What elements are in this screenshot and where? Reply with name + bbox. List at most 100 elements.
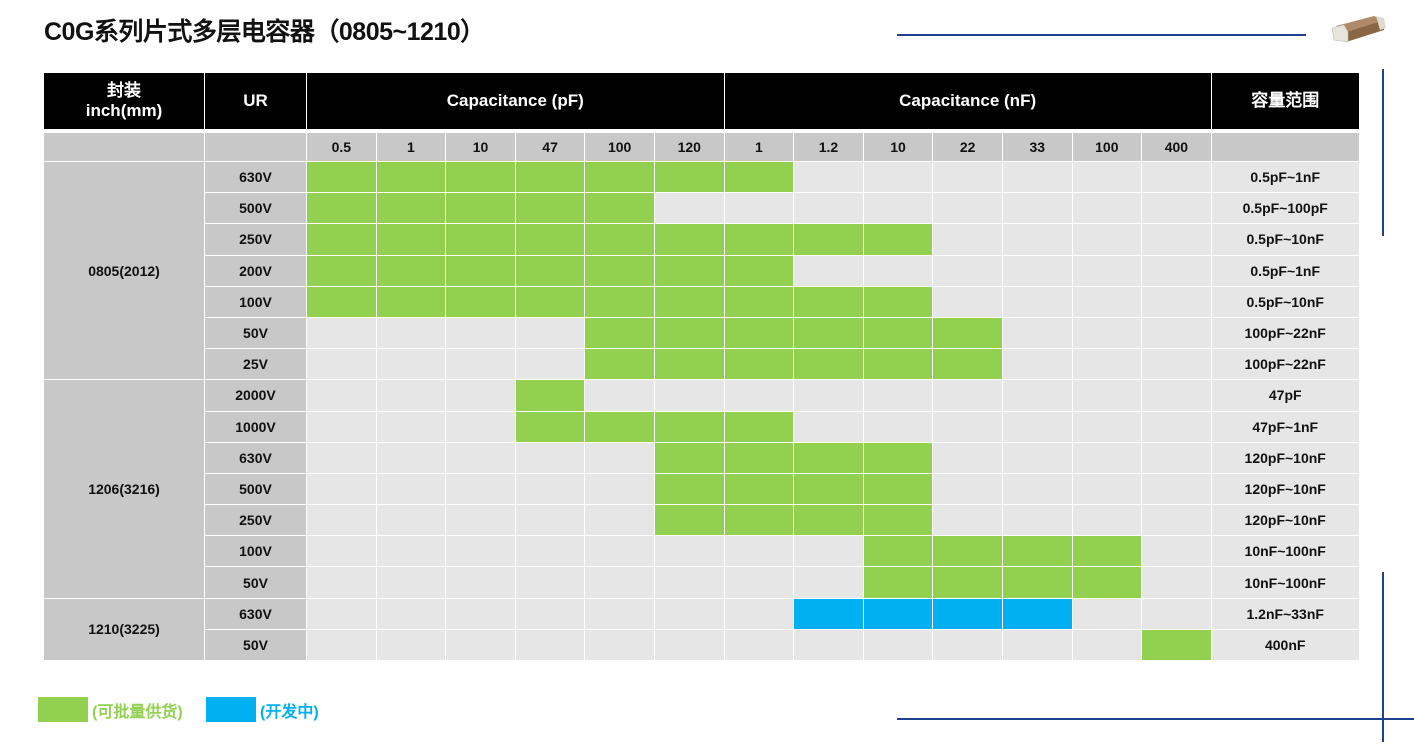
legend-developing: (开发中) bbox=[206, 697, 319, 722]
legend-swatch-green bbox=[38, 697, 88, 722]
availability-cell-empty bbox=[1072, 598, 1143, 630]
availability-cell-empty bbox=[1142, 349, 1212, 381]
header-gap bbox=[654, 129, 725, 133]
package-label: 1210(3225) bbox=[44, 598, 205, 661]
availability-cell-available bbox=[654, 473, 725, 506]
availability-cell-available bbox=[376, 162, 447, 194]
column-value-header: 22 bbox=[933, 133, 1003, 162]
availability-cell-available bbox=[585, 162, 655, 194]
range-label: 0.5pF~1nF bbox=[1211, 162, 1360, 194]
range-label: 47pF bbox=[1211, 380, 1360, 412]
availability-cell-empty bbox=[1142, 224, 1212, 256]
availability-cell-available bbox=[654, 505, 725, 537]
availability-cell-empty bbox=[933, 286, 1003, 318]
availability-cell-available bbox=[376, 286, 447, 318]
availability-cell-empty bbox=[515, 473, 586, 506]
availability-cell-available bbox=[446, 224, 516, 256]
availability-cell-available bbox=[654, 411, 725, 443]
header-capacitance-nf: Capacitance (nF) bbox=[724, 73, 1212, 129]
availability-cell-empty bbox=[307, 536, 377, 568]
bottom-divider-line bbox=[897, 718, 1414, 720]
header-gap bbox=[1002, 129, 1073, 133]
header-gap bbox=[376, 129, 447, 133]
availability-cell-available bbox=[307, 224, 377, 256]
availability-cell-empty bbox=[863, 193, 934, 225]
header-range: 容量范围 bbox=[1211, 73, 1360, 129]
availability-cell-available bbox=[307, 162, 377, 194]
availability-cell-empty bbox=[654, 629, 725, 661]
voltage-label: 50V bbox=[205, 317, 307, 350]
header-ur: UR bbox=[205, 73, 307, 129]
availability-cell-empty bbox=[1142, 536, 1212, 568]
range-label: 10nF~100nF bbox=[1211, 536, 1360, 568]
availability-cell-empty bbox=[585, 473, 655, 506]
availability-cell-developing bbox=[1002, 598, 1073, 630]
availability-cell-available bbox=[863, 224, 934, 256]
availability-cell-empty bbox=[724, 567, 795, 599]
availability-cell-empty bbox=[1072, 505, 1143, 537]
availability-cell-available bbox=[515, 162, 586, 194]
availability-cell-available bbox=[863, 317, 934, 350]
availability-cell-available bbox=[794, 442, 864, 474]
availability-cell-available bbox=[307, 286, 377, 318]
voltage-label: 2000V bbox=[205, 380, 307, 412]
availability-cell-empty bbox=[307, 380, 377, 412]
availability-cell-empty bbox=[1142, 505, 1212, 537]
availability-cell-developing bbox=[794, 598, 864, 630]
availability-cell-available bbox=[585, 411, 655, 443]
availability-cell-available bbox=[933, 349, 1003, 381]
availability-cell-empty bbox=[446, 536, 516, 568]
availability-cell-empty bbox=[1142, 411, 1212, 443]
availability-cell-empty bbox=[1142, 473, 1212, 506]
availability-cell-empty bbox=[446, 567, 516, 599]
availability-cell-empty bbox=[515, 317, 586, 350]
availability-cell-empty bbox=[933, 255, 1003, 287]
availability-cell-empty bbox=[863, 162, 934, 194]
voltage-label: 50V bbox=[205, 629, 307, 661]
availability-cell-available bbox=[446, 193, 516, 225]
availability-cell-empty bbox=[1002, 505, 1073, 537]
availability-cell-available bbox=[1072, 536, 1143, 568]
availability-cell-developing bbox=[933, 598, 1003, 630]
availability-cell-empty bbox=[933, 162, 1003, 194]
availability-cell-empty bbox=[446, 317, 516, 350]
availability-cell-empty bbox=[1142, 255, 1212, 287]
availability-cell-empty bbox=[1142, 193, 1212, 225]
availability-cell-empty bbox=[307, 411, 377, 443]
availability-cell-empty bbox=[794, 255, 864, 287]
column-value-header: 1 bbox=[376, 133, 447, 162]
availability-cell-available bbox=[585, 193, 655, 225]
column-value-header: 33 bbox=[1002, 133, 1073, 162]
availability-cell-available bbox=[515, 255, 586, 287]
availability-cell-empty bbox=[933, 505, 1003, 537]
voltage-label: 500V bbox=[205, 193, 307, 225]
header-gap bbox=[724, 129, 795, 133]
availability-cell-empty bbox=[794, 380, 864, 412]
availability-cell-empty bbox=[376, 536, 447, 568]
column-value-header: 0.5 bbox=[307, 133, 377, 162]
availability-cell-empty bbox=[446, 411, 516, 443]
availability-cell-empty bbox=[1072, 349, 1143, 381]
availability-cell-empty bbox=[863, 629, 934, 661]
availability-cell-empty bbox=[376, 567, 447, 599]
availability-cell-empty bbox=[446, 598, 516, 630]
availability-cell-empty bbox=[376, 349, 447, 381]
voltage-label: 500V bbox=[205, 473, 307, 506]
header-gap bbox=[307, 129, 377, 133]
range-label: 120pF~10nF bbox=[1211, 505, 1360, 537]
voltage-label: 630V bbox=[205, 162, 307, 194]
availability-cell-available bbox=[863, 505, 934, 537]
availability-cell-empty bbox=[794, 536, 864, 568]
availability-cell-empty bbox=[307, 567, 377, 599]
column-value-header: 1 bbox=[724, 133, 795, 162]
availability-cell-available bbox=[1002, 536, 1073, 568]
availability-cell-empty bbox=[376, 380, 447, 412]
availability-cell-empty bbox=[863, 380, 934, 412]
availability-cell-empty bbox=[515, 567, 586, 599]
availability-cell-empty bbox=[1002, 162, 1073, 194]
availability-cell-empty bbox=[307, 442, 377, 474]
availability-cell-empty bbox=[863, 255, 934, 287]
availability-cell-available bbox=[1142, 629, 1212, 661]
availability-cell-empty bbox=[585, 567, 655, 599]
availability-cell-empty bbox=[863, 411, 934, 443]
